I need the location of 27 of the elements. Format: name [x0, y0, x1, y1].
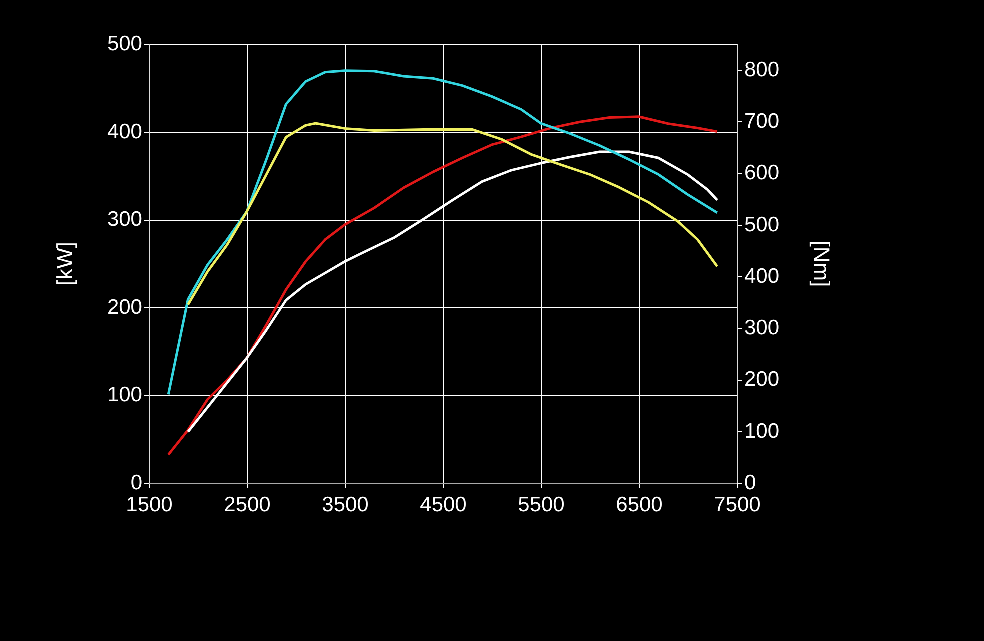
- y2-tick-label: 400: [744, 264, 780, 288]
- line-series: [186, 122, 719, 306]
- y-tick-label: 400: [107, 120, 142, 144]
- y2-tick-label: 500: [744, 213, 780, 236]
- x-tick-label: 3500: [322, 494, 369, 516]
- y-tick-label: 500: [107, 32, 142, 56]
- y-tick-label: 300: [107, 208, 142, 232]
- line-series: [167, 116, 719, 456]
- y-tick-label: 0: [130, 472, 142, 494]
- x-tick-label: 7500: [714, 494, 761, 516]
- x-tick-label: 2500: [224, 494, 271, 516]
- y2-tick-label: 800: [744, 58, 780, 82]
- y-tick-label: 100: [107, 384, 142, 407]
- y2-tick-label: 200: [744, 368, 780, 392]
- y2-tick-label: 300: [744, 316, 780, 340]
- y2-tick-label: 700: [744, 110, 780, 133]
- y2-tick-label: 600: [744, 162, 780, 185]
- y2-axis-title: [Nm]: [810, 240, 835, 288]
- line-series: [167, 70, 719, 396]
- y-tick-label: 200: [107, 296, 142, 319]
- x-tick-label: 4500: [420, 494, 467, 516]
- y2-tick-label: 0: [744, 472, 756, 494]
- x-tick-label: 5500: [518, 494, 565, 516]
- x-tick-label: 1500: [126, 494, 173, 516]
- y2-tick-label: 100: [744, 420, 780, 443]
- y-axis-title: [kW]: [52, 242, 78, 286]
- x-tick-label: 6500: [616, 494, 663, 516]
